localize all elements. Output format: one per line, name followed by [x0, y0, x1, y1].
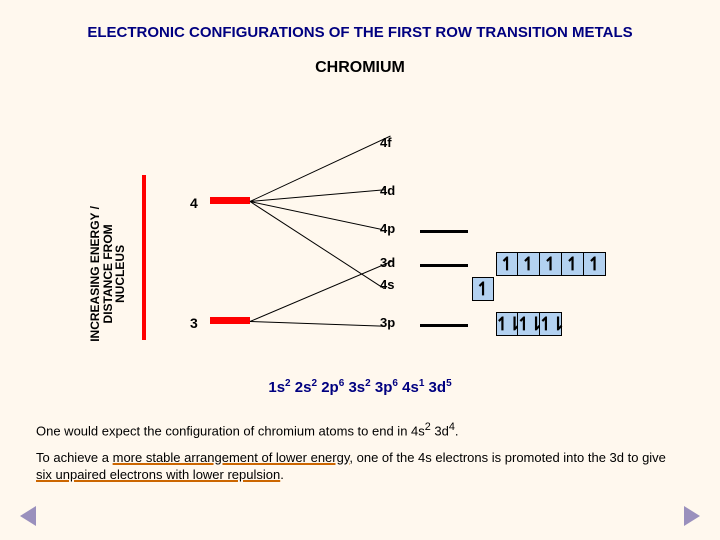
electron-box: ↿⇂ — [496, 312, 518, 336]
electron-box: ↿ — [584, 252, 606, 276]
electron-box: ↿⇂ — [540, 312, 562, 336]
orbital-label: 4d — [380, 183, 395, 198]
orbital-label: 3p — [380, 315, 395, 330]
electron-configuration: 1s2 2s2 2p6 3s2 3p6 4s1 3d5 — [0, 378, 720, 396]
config-term: 2s2 — [295, 379, 317, 396]
orbital-line — [420, 230, 468, 233]
prev-arrow-icon[interactable] — [20, 506, 36, 526]
orbital-label: 4p — [380, 221, 395, 236]
config-term: 3s2 — [348, 379, 370, 396]
orbital-boxes: ↿↿↿↿↿ — [496, 252, 606, 276]
next-arrow-icon[interactable] — [684, 506, 700, 526]
electron-box: ↿ — [518, 252, 540, 276]
orbital-boxes: ↿⇂↿⇂↿⇂ — [496, 312, 562, 336]
y-axis — [142, 175, 146, 340]
config-term: 3d5 — [429, 379, 452, 396]
element-name: CHROMIUM — [0, 59, 720, 77]
orbital-label: 4s — [380, 277, 394, 292]
electron-box: ↿ — [540, 252, 562, 276]
branch-line — [250, 321, 385, 327]
config-term: 2p6 — [321, 379, 344, 396]
shell-tick — [210, 317, 250, 324]
shell-tick — [210, 197, 250, 204]
orbital-label: 4f — [380, 135, 392, 150]
branch-line — [250, 136, 391, 202]
config-term: 4s1 — [402, 379, 424, 396]
electron-box: ↿⇂ — [518, 312, 540, 336]
shell-number: 4 — [190, 195, 198, 211]
orbital-boxes: ↿ — [472, 277, 494, 301]
orbital-line — [420, 264, 468, 267]
y-axis-label: INCREASING ENERGY / DISTANCE FROM NUCLEU… — [89, 206, 127, 342]
page-title: ELECTRONIC CONFIGURATIONS OF THE FIRST R… — [0, 0, 720, 41]
shell-number: 3 — [190, 315, 198, 331]
orbital-label: 3d — [380, 255, 395, 270]
energy-diagram: INCREASING ENERGY / DISTANCE FROM NUCLEU… — [80, 135, 660, 375]
orbital-line — [420, 324, 468, 327]
config-term: 1s2 — [268, 379, 290, 396]
branch-line — [250, 260, 393, 321]
electron-box: ↿ — [496, 252, 518, 276]
config-term: 3p6 — [375, 379, 398, 396]
electron-box: ↿ — [472, 277, 494, 301]
electron-box: ↿ — [562, 252, 584, 276]
explanation-paragraph-2: To achieve a more stable arrangement of … — [36, 450, 684, 484]
explanation-paragraph-1: One would expect the configuration of ch… — [36, 420, 684, 440]
